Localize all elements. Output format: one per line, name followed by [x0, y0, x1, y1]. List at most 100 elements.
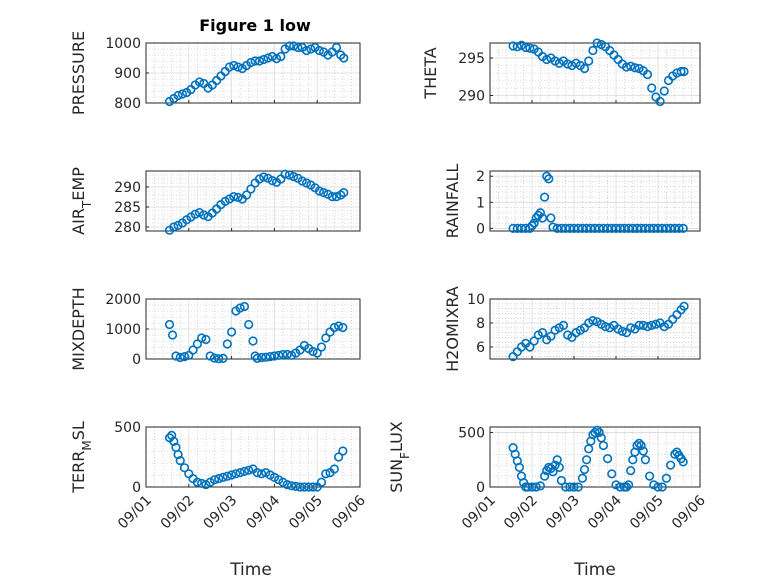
subplot-7-data-point: [316, 477, 327, 487]
subplot-5-data-point: [244, 319, 254, 330]
subplot-7-data-point: [231, 469, 241, 479]
subplot-8-ytick-label: 500: [458, 425, 485, 441]
subplot-2-data-point: [563, 59, 573, 69]
subplot-1-data-point: [254, 56, 265, 66]
subplot-2-data-point: [584, 56, 594, 66]
subplot-4-data-point: [560, 223, 571, 233]
subplot-8-data-point: [531, 482, 541, 492]
subplot-3-data-point: [301, 178, 312, 188]
subplot-7-data-point: [256, 469, 267, 479]
subplot-8-ytick-label: 0: [476, 480, 485, 496]
subplot-3-data-point: [169, 222, 179, 232]
subplot-8-data-point: [556, 475, 567, 486]
subplot-2-ylabel: THETA: [421, 47, 440, 99]
subplot-5-data-point: [222, 339, 232, 349]
subplot-3-data-point: [331, 192, 342, 202]
subplot-8-data-point: [621, 482, 632, 492]
subplot-7-xtick-label: 09/04: [243, 492, 283, 532]
subplot-8-data-point: [678, 457, 688, 467]
subplot-4-data-point: [512, 223, 522, 233]
subplot-8-xtick-label: 09/02: [501, 493, 541, 533]
subplot-5-data-point: [188, 345, 198, 355]
subplot-1-data-point: [339, 53, 349, 63]
subplot-4-data-point: [508, 223, 518, 233]
subplot-2-data-point: [659, 86, 669, 96]
subplot-8-data-point: [594, 427, 604, 438]
subplot-6-data-point: [679, 301, 689, 311]
subplot-6-data-point: [558, 320, 569, 331]
subplot-7: 09/01 09/02 09/03 09/04 09/05 09/06 0 500 TERRMS…: [69, 420, 369, 532]
subplot-3-axes-box: [145, 170, 361, 232]
subplot-4-data-point: [586, 223, 596, 233]
subplot-3-ytick-label: 280: [114, 220, 141, 236]
subplot-8-data-point: [653, 482, 663, 492]
subplot-4-data-point: [628, 223, 638, 233]
subplot-7-data-point: [252, 468, 262, 478]
subplot-7-ytick-label: 500: [114, 420, 141, 436]
subplot-7-data-point: [197, 478, 207, 489]
subplot-7-data-point: [295, 482, 305, 492]
subplot-4-data-point: [665, 223, 676, 233]
subplot-1-data-point: [267, 51, 277, 62]
subplot-5-data-point: [167, 330, 178, 340]
subplot-4-data-point: [649, 223, 659, 233]
subplot-7-xtick-label: 09/05: [286, 493, 326, 533]
subplot-1-data-point: [293, 42, 303, 53]
subplot-5-data-point: [269, 351, 280, 361]
subplot-8-xtick-label: 09/05: [627, 493, 667, 533]
subplot-8-xtick-label: 09/04: [585, 492, 625, 532]
subplot-2-data-point: [521, 42, 531, 53]
subplot-8-data-point: [640, 455, 651, 465]
subplot-2-axes-frame: [489, 42, 701, 104]
subplot-2-data-point: [630, 63, 640, 73]
subplot-1-data-point: [177, 89, 187, 99]
subplot-8-data-point: [523, 482, 533, 492]
subplot-6-data-point: [634, 320, 644, 331]
subplot-1-data-point: [301, 45, 312, 56]
subplot-7-data-point: [321, 469, 331, 479]
subplot-2-ytick-label: 295: [458, 51, 485, 67]
subplot-4-data-point: [632, 223, 642, 233]
subplot-2-data-point: [588, 45, 598, 56]
subplot-7-data-point: [338, 446, 348, 456]
subplot-3-axes-frame: [145, 170, 361, 232]
subplot-1-data-point: [250, 56, 260, 66]
subplot-8-data-point: [632, 440, 642, 451]
subplot-5-data-point: [197, 333, 207, 343]
subplot-8-data-point: [670, 449, 680, 459]
subplot-3-data-point: [259, 172, 269, 182]
subplot-8-data-point: [607, 469, 617, 479]
subplot-1: 800 900 1000 PRESSURE: [69, 31, 361, 115]
subplot-5-data-point: [265, 352, 275, 362]
subplot-4-data-point: [537, 213, 548, 223]
subplot-8-data-point: [636, 440, 646, 451]
subplot-5-data-point: [329, 322, 339, 333]
subplot-8-data-point: [535, 481, 546, 491]
subplot-1-ytick-label: 900: [114, 66, 141, 82]
subplot-3-data-point: [289, 172, 299, 182]
subplot-1-data-point: [229, 60, 239, 71]
subplot-2-data-point: [621, 62, 632, 72]
subplot-2-data-point: [642, 69, 653, 80]
subplot-2-data-point: [676, 66, 686, 77]
subplot-1-data-point: [314, 45, 324, 56]
subplot-4-data-point: [544, 174, 554, 184]
subplot-6-ytick-label: 8: [476, 316, 485, 332]
subplot-6-ytick-label: 6: [476, 340, 485, 356]
subplot-3-data-point: [284, 170, 294, 180]
subplot-1-data-point: [284, 41, 294, 51]
subplot-2-data-point: [508, 41, 518, 51]
subplot-8-data-point: [638, 446, 648, 456]
subplot-4-data-point: [542, 171, 552, 181]
subplot-2-data-point: [679, 66, 689, 77]
subplot-8-ylabel: SUNFLUX: [387, 421, 412, 493]
subplot-1-data-point: [224, 62, 235, 72]
subplot-3-data-point: [327, 192, 337, 202]
subplot-1-data-point: [289, 41, 299, 51]
subplot-2-data-point: [579, 63, 590, 74]
subplot-1-data-point: [233, 62, 243, 72]
subplot-3-data-point: [246, 184, 256, 194]
subplot-7-data-point: [222, 471, 232, 481]
subplot-5-data-point: [334, 321, 344, 331]
subplot-1-data-point: [263, 53, 273, 63]
